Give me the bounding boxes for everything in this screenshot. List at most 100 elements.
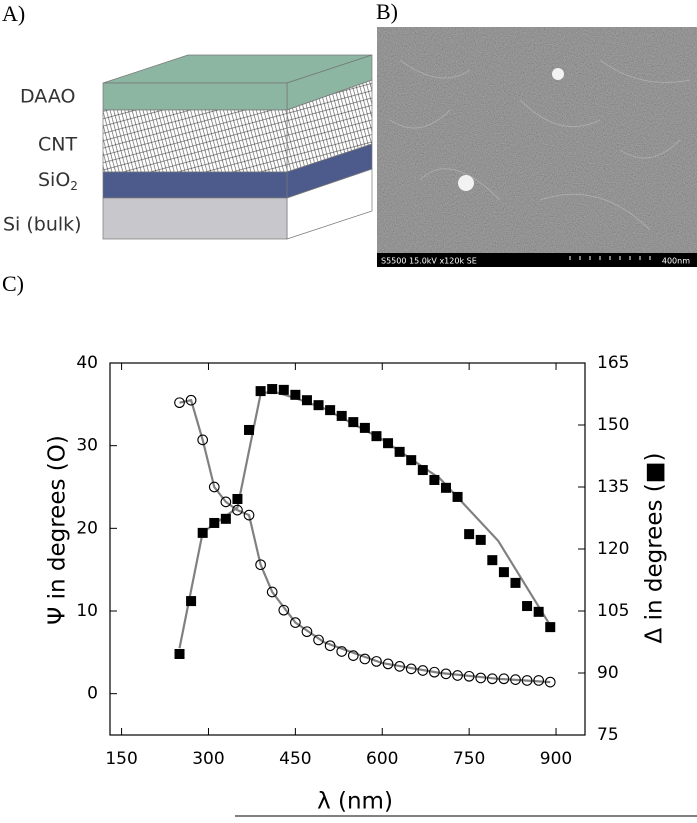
data-point bbox=[313, 400, 324, 411]
data-point bbox=[255, 559, 266, 571]
data-point bbox=[429, 474, 440, 485]
data-point bbox=[510, 674, 521, 685]
data-point bbox=[266, 586, 278, 598]
data-point bbox=[336, 410, 347, 421]
data-point bbox=[510, 577, 521, 588]
data-point bbox=[452, 670, 463, 681]
sem-info: S5500 15.0kV x120k SE bbox=[381, 257, 477, 266]
data-point bbox=[429, 666, 440, 678]
sem-scale: 400nm bbox=[662, 257, 690, 266]
data-point bbox=[185, 394, 197, 406]
data-point bbox=[544, 676, 556, 688]
layer-label: SiO2 bbox=[38, 169, 78, 193]
data-point bbox=[348, 417, 359, 428]
data-point bbox=[382, 658, 394, 670]
x-tick-label: 450 bbox=[279, 749, 311, 769]
data-point bbox=[347, 650, 359, 661]
data-point bbox=[290, 617, 301, 628]
x-axis-title: λ (nm) bbox=[317, 789, 393, 815]
data-point bbox=[383, 438, 394, 449]
x-tick-label: 600 bbox=[366, 749, 398, 769]
y2-tick-label: 120 bbox=[597, 539, 629, 559]
data-point bbox=[243, 509, 255, 521]
data-point bbox=[324, 640, 336, 652]
data-point bbox=[301, 626, 313, 638]
data-point bbox=[545, 622, 556, 633]
data-point bbox=[267, 384, 278, 395]
data-point bbox=[301, 395, 312, 406]
data-point bbox=[174, 648, 185, 659]
data-point bbox=[394, 446, 405, 457]
data-point bbox=[232, 493, 243, 504]
y2-tick-label: 90 bbox=[597, 663, 619, 683]
y2-tick-label: 135 bbox=[597, 477, 629, 497]
data-point bbox=[336, 646, 348, 657]
data-point bbox=[371, 431, 382, 442]
panel-label: B) bbox=[376, 0, 398, 24]
fit-line bbox=[179, 398, 551, 684]
data-point bbox=[313, 634, 324, 646]
data-point bbox=[197, 434, 209, 446]
data-point bbox=[359, 653, 371, 665]
x-tick-label: 750 bbox=[453, 749, 485, 769]
data-point bbox=[209, 517, 220, 528]
data-point bbox=[197, 527, 208, 538]
data-point bbox=[244, 424, 255, 435]
sem-image bbox=[377, 27, 697, 267]
y-axis-title: Ψ in degrees (O) bbox=[45, 435, 71, 625]
data-point bbox=[498, 567, 509, 578]
y2-tick-label: 75 bbox=[597, 725, 619, 745]
data-point bbox=[186, 596, 197, 607]
data-point bbox=[486, 673, 498, 685]
y2-tick-label: 165 bbox=[597, 353, 629, 373]
data-point bbox=[405, 663, 417, 675]
data-point bbox=[174, 397, 185, 409]
data-point bbox=[417, 665, 429, 676]
y-tick-label: 30 bbox=[76, 436, 98, 456]
layer-stack bbox=[102, 54, 373, 240]
data-point bbox=[475, 534, 486, 545]
data-point bbox=[487, 555, 498, 566]
y-tick-label: 40 bbox=[76, 353, 98, 373]
data-point bbox=[406, 455, 417, 466]
y2-tick-label: 105 bbox=[597, 601, 629, 621]
data-point bbox=[371, 656, 382, 667]
data-point bbox=[220, 513, 231, 524]
data-point bbox=[452, 491, 463, 502]
y2-tick-label: 150 bbox=[597, 415, 629, 435]
x-tick-label: 300 bbox=[192, 749, 224, 769]
data-point bbox=[522, 601, 533, 612]
data-point bbox=[325, 405, 336, 416]
data-point bbox=[232, 504, 243, 516]
data-point bbox=[521, 675, 533, 686]
data-point bbox=[359, 422, 370, 433]
panel-label: C) bbox=[2, 271, 24, 296]
data-point bbox=[208, 481, 220, 493]
data-point bbox=[255, 386, 266, 397]
data-point bbox=[220, 496, 232, 508]
layer-label: CNT bbox=[38, 134, 77, 156]
plot: 150 300 450 600 750 900 0 10 20 30 40 75 90 105 120 135… bbox=[76, 353, 629, 769]
data-point bbox=[278, 604, 290, 616]
data-point bbox=[440, 668, 452, 680]
data-point bbox=[475, 672, 487, 684]
y-tick-label: 10 bbox=[76, 601, 98, 621]
data-point bbox=[290, 389, 301, 400]
data-point bbox=[394, 661, 405, 672]
x-tick-label: 900 bbox=[540, 749, 572, 769]
data-point bbox=[464, 529, 475, 540]
y-tick-label: 20 bbox=[76, 518, 98, 538]
data-point bbox=[417, 465, 428, 476]
layer-label: Si (bulk) bbox=[3, 214, 82, 236]
data-point bbox=[440, 482, 451, 493]
panel-label: A) bbox=[2, 1, 25, 26]
y2-axis-title: Δ in degrees (■) bbox=[642, 453, 668, 644]
data-point bbox=[463, 670, 475, 682]
data-point bbox=[533, 675, 545, 686]
y-tick-label: 0 bbox=[87, 684, 98, 704]
x-tick-label: 150 bbox=[105, 749, 137, 769]
data-point bbox=[533, 606, 544, 617]
data-point bbox=[498, 673, 510, 685]
layer-label: DAAO bbox=[20, 86, 75, 108]
